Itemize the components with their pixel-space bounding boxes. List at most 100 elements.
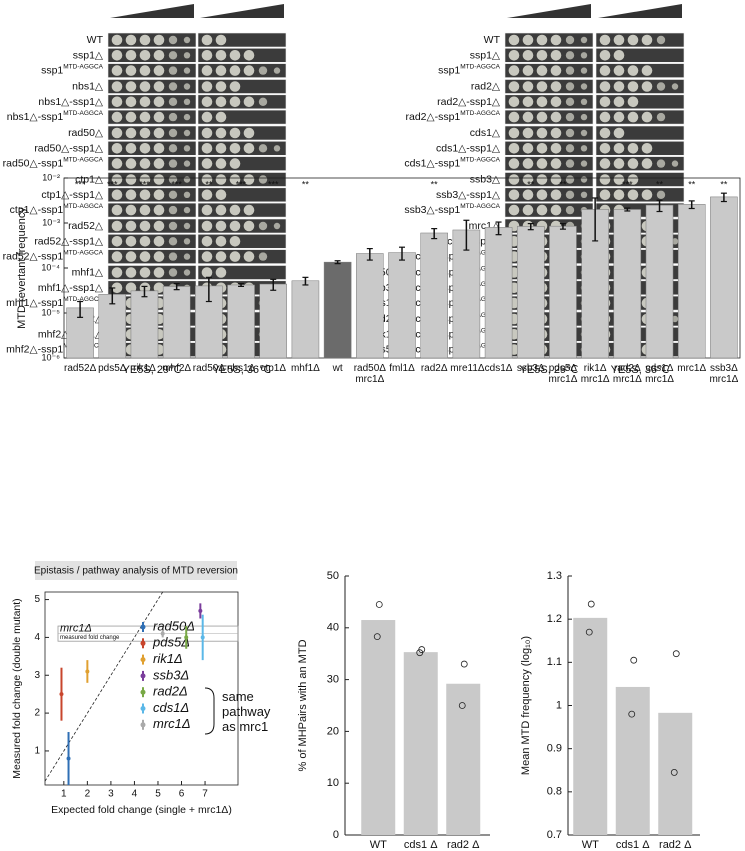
colony-spot [215,96,227,108]
colony-spot [522,34,534,46]
colony-spot [139,189,151,201]
colony-spot [183,160,191,167]
legend-label: cds1Δ [153,700,189,715]
strain-label: mhf1△-ssp1△ [38,282,104,294]
x-tick-label: ssb3Δ mrc1Δ [709,363,739,385]
colony-spot [215,34,227,46]
y-tick-label: 10⁻⁶ [42,352,61,362]
colony-spot [111,282,123,294]
y-axis-label: % of MHPairs with an MTD [297,639,309,771]
condition-label: YE5S, 36℃ [213,364,272,376]
strain-superscript: MTD-AGGCA [460,265,500,272]
colony-spot [168,112,178,122]
colony-spot [565,159,575,168]
colony-spot [580,98,588,106]
strain-superscript: MTD-AGGCA [460,281,500,288]
colony-spot [183,238,191,245]
colony-spot [550,143,562,154]
x-axis-label: Expected fold change (single + mrc1Δ) [51,804,232,816]
y-tick-label: 10⁻⁴ [41,262,60,272]
x-tick-label: pds5Δ mrc1Δ [548,363,578,385]
colony-spot [508,127,520,139]
colony-spot [111,220,123,232]
colony-spot [627,81,639,92]
colony-spot [599,81,611,92]
strain-name: rad50△ [68,127,104,139]
replicate-point [630,656,638,664]
colony-spot [613,127,625,139]
colony-spot [536,127,548,139]
y-axis-label: Measured fold change (double mutant) [11,598,23,778]
y-tick-label: 1.2 [547,613,562,625]
colony-spot [641,111,653,123]
y-tick-label: 20 [327,725,339,737]
colony-spot [215,158,227,169]
colony-spot [243,251,255,262]
colony-spot [550,81,562,92]
strain-superscript: MTD-AGGCA [63,110,103,117]
colony-spot [215,174,227,185]
colony-spot [168,159,178,168]
colony-spot [183,191,191,198]
condition-label: YE5S, 29℃ [123,364,182,376]
replicate-point [416,649,424,657]
strain-label: rad2△-ssp1MTD-AGGCA [405,110,500,123]
significance: *** [622,179,633,189]
colony-spot [508,65,520,76]
strain-label: rad2△-ssp1△ [437,96,501,108]
colony-spot [627,158,639,169]
colony-spot [215,81,227,92]
strain-label: nbs1△ [72,80,104,92]
colony-spot [627,189,639,201]
dilution-wedge [598,4,682,18]
colony-spot [139,251,151,262]
legend-dot [140,657,146,663]
significance: *** [139,179,150,189]
significance: ** [720,179,728,189]
colony-spot [671,315,679,323]
x-tick-label: 4 [132,789,138,800]
colony-spot [522,174,534,185]
colony-spot [565,51,575,60]
colony-spot [522,81,534,92]
x-tick-label: rik1Δ [133,363,156,374]
colony-spot [522,189,534,201]
bar [420,232,448,359]
colony-spot [125,127,137,139]
colony-spot [641,143,653,154]
colony-spot [168,97,178,107]
replicate-point [672,650,680,658]
strain-superscript: MTD-AGGCA [460,249,500,256]
colony-spot [613,189,625,201]
colony-spot [183,206,191,214]
colony-spot [258,66,268,75]
colony-spot [536,96,548,108]
colony-spot [508,174,520,185]
colony-spot [215,236,227,247]
colony-spot [168,221,178,231]
colony-spot [111,158,123,169]
colony-spot [183,36,191,44]
significance: ** [431,179,439,189]
strain-name: rad52△ [68,220,104,232]
x-tick-label: rad50Δ [192,363,226,374]
colony-spot [111,189,123,201]
colony-spot [258,97,268,107]
strain-label: rad52△-ssp1MTD-AGGCA [3,249,104,262]
colony-spot [125,81,137,92]
significance: ** [527,179,535,189]
legend-dot [140,706,146,711]
colony-spot [229,127,241,139]
colony-spot [201,220,213,232]
colony-spot [153,267,165,278]
colony-spot [550,174,562,185]
legend-dot [140,673,146,679]
colony-spot [139,50,151,61]
replicate-point [628,710,636,718]
data-point [198,608,203,613]
significance: ** [302,179,310,189]
colony-spot [656,82,666,91]
condition-label: YE5S, 29℃ [520,364,579,376]
strain-superscript: MTD-AGGCA [63,296,103,303]
x-tick-label: 2 [85,789,91,800]
